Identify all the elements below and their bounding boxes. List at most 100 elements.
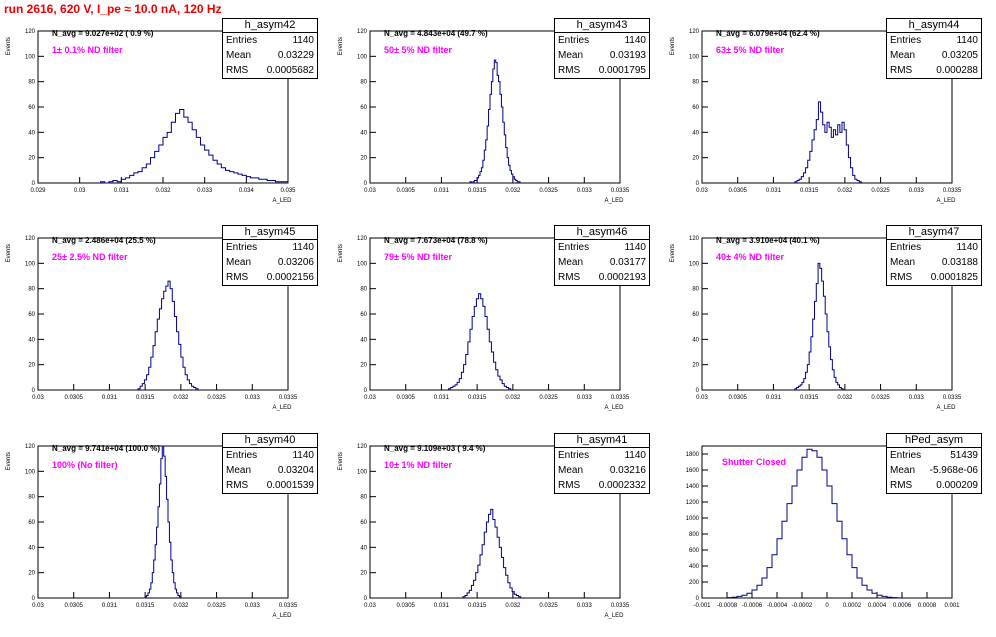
y-tick-label: 20 bbox=[692, 156, 699, 162]
x-tick-label: 0.033 bbox=[577, 395, 593, 401]
histogram-line-h_asym44 bbox=[794, 101, 862, 183]
y-tick-label: 0 bbox=[32, 596, 36, 602]
x-tick-label: 0.0305 bbox=[397, 188, 416, 194]
x-tick-label: 0.0325 bbox=[871, 188, 890, 194]
y-tick-label: 60 bbox=[360, 312, 367, 318]
filter-label: 63± 5% ND filter bbox=[716, 45, 784, 55]
x-tick-label: -0.0004 bbox=[767, 603, 788, 609]
stats-entries: Entries 1140 bbox=[890, 35, 978, 46]
y-axis-label: Events bbox=[670, 37, 676, 55]
y-tick-label: 120 bbox=[25, 29, 36, 35]
x-tick-label: 0.032 bbox=[505, 395, 521, 401]
y-tick-label: 600 bbox=[689, 548, 700, 554]
y-tick-label: 0 bbox=[696, 596, 700, 602]
histogram-line-h_asym41 bbox=[462, 508, 522, 598]
stats-rms: RMS 0.0002156 bbox=[226, 272, 314, 283]
navg-label: N_avg = 3.910e+04 (40.1 %) bbox=[716, 236, 820, 245]
page-title: run 2616, 620 V, I_pe ≈ 10.0 nA, 120 Hz bbox=[4, 2, 222, 16]
histogram-panel-h_asym46: 0 20 40 60 80 100 120 0.03 0.0305 0.031 0.0315 0.03… bbox=[332, 222, 664, 429]
stats-box: h_asym46 Entries 1140 Mean 0.03177 RMS 0.00021… bbox=[554, 225, 650, 286]
x-tick-label: -0.0002 bbox=[792, 603, 813, 609]
stats-title: h_asym42 bbox=[223, 19, 317, 33]
y-tick-label: 40 bbox=[28, 545, 35, 551]
x-tick-label: 0.031 bbox=[434, 395, 450, 401]
stats-mean: Mean 0.03177 bbox=[558, 257, 646, 268]
x-tick-label: 0.0335 bbox=[611, 603, 630, 609]
stats-title: h_asym43 bbox=[555, 19, 649, 33]
stats-box: h_asym43 Entries 1140 Mean 0.03193 RMS 0.00017… bbox=[554, 18, 650, 79]
x-tick-label: 0.0315 bbox=[136, 603, 155, 609]
stats-rms: RMS 0.000288 bbox=[890, 65, 978, 76]
x-tick-label: 0.03 bbox=[32, 603, 44, 609]
y-axis-label: Events bbox=[6, 37, 12, 55]
histogram-line-h_asym45 bbox=[137, 280, 199, 390]
y-tick-label: 60 bbox=[692, 312, 699, 318]
x-tick-label: 0.03 bbox=[74, 188, 86, 194]
stats-box: h_asym42 Entries 1140 Mean 0.03229 RMS 0.00056… bbox=[222, 18, 318, 79]
stats-mean: Mean 0.03206 bbox=[226, 257, 314, 268]
y-tick-label: 400 bbox=[689, 564, 700, 570]
x-tick-label: 0.0325 bbox=[207, 603, 226, 609]
x-tick-label: -0.0006 bbox=[742, 603, 763, 609]
x-tick-label: 0.03 bbox=[696, 395, 708, 401]
stats-entries: Entries 1140 bbox=[558, 450, 646, 461]
histogram-panel-h_asym47: 0 20 40 60 80 100 120 0.03 0.0305 0.031 0.0315 0.03… bbox=[664, 222, 996, 429]
filter-label: Shutter Closed bbox=[722, 457, 787, 467]
y-tick-label: 20 bbox=[360, 156, 367, 162]
y-tick-label: 80 bbox=[28, 80, 35, 86]
y-tick-label: 100 bbox=[25, 469, 36, 475]
stats-box: h_asym41 Entries 1140 Mean 0.03216 RMS 0.00023… bbox=[554, 433, 650, 494]
x-tick-label: 0.0335 bbox=[279, 603, 298, 609]
stats-title: h_asym40 bbox=[223, 434, 317, 448]
y-tick-label: 100 bbox=[357, 261, 368, 267]
x-axis-label: A_LED bbox=[272, 613, 292, 619]
x-tick-label: 0.03 bbox=[364, 188, 376, 194]
x-tick-label: 0.032 bbox=[173, 603, 189, 609]
stats-rms: RMS 0.0002332 bbox=[558, 480, 646, 491]
y-axis-label: Events bbox=[338, 37, 344, 55]
y-tick-label: 60 bbox=[360, 520, 367, 526]
histogram-panel-h_asym41: 0 20 40 60 80 100 120 0.03 0.0305 0.031 0.0315 0.03… bbox=[332, 430, 664, 637]
stats-box: h_asym40 Entries 1140 Mean 0.03204 RMS 0.00015… bbox=[222, 433, 318, 494]
y-tick-label: 120 bbox=[689, 29, 700, 35]
y-axis-label: Events bbox=[6, 244, 12, 262]
y-tick-label: 80 bbox=[692, 80, 699, 86]
x-tick-label: 0.033 bbox=[577, 603, 593, 609]
x-tick-label: 0.032 bbox=[837, 395, 853, 401]
navg-label: N_avg = 2.486e+04 (25.5 %) bbox=[52, 236, 156, 245]
y-tick-label: 100 bbox=[25, 54, 36, 60]
stats-mean: Mean 0.03216 bbox=[558, 465, 646, 476]
x-tick-label: 0.033 bbox=[577, 188, 593, 194]
x-tick-label: 0.032 bbox=[505, 188, 521, 194]
y-tick-label: 60 bbox=[28, 520, 35, 526]
y-tick-label: 0 bbox=[696, 388, 700, 394]
navg-label: N_avg = 7.673e+04 (78.8 %) bbox=[384, 236, 488, 245]
x-tick-label: 0.0325 bbox=[539, 603, 558, 609]
y-tick-label: 120 bbox=[357, 29, 368, 35]
x-tick-label: 0.0315 bbox=[136, 395, 155, 401]
y-tick-label: 80 bbox=[360, 287, 367, 293]
x-tick-label: 0.029 bbox=[30, 188, 46, 194]
x-tick-label: 0.031 bbox=[102, 603, 118, 609]
x-tick-label: 0.033 bbox=[245, 395, 261, 401]
y-tick-label: 40 bbox=[360, 337, 367, 343]
y-tick-label: 0 bbox=[364, 388, 368, 394]
x-axis-label: A_LED bbox=[604, 198, 624, 204]
histogram-panel-h_asym44: 0 20 40 60 80 100 120 0.03 0.0305 0.031 0.0315 0.03… bbox=[664, 15, 996, 222]
filter-label: 50± 5% ND filter bbox=[384, 45, 452, 55]
x-tick-label: 0.033 bbox=[245, 603, 261, 609]
x-tick-label: 0.0335 bbox=[611, 188, 630, 194]
y-tick-label: 1200 bbox=[686, 500, 700, 506]
x-tick-label: 0.0335 bbox=[943, 188, 962, 194]
y-tick-label: 1800 bbox=[686, 452, 700, 458]
x-tick-label: 0.0305 bbox=[397, 603, 416, 609]
y-tick-label: 80 bbox=[28, 495, 35, 501]
x-tick-label: 0.0004 bbox=[868, 603, 887, 609]
y-tick-label: 100 bbox=[689, 54, 700, 60]
y-tick-label: 0 bbox=[364, 596, 368, 602]
histogram-panel-hPed_asym: 0 200 400 600 800 1000 1200 1400 1600 1800 -0.001-… bbox=[664, 430, 996, 637]
x-tick-label: 0.032 bbox=[155, 188, 171, 194]
y-tick-label: 120 bbox=[357, 444, 368, 450]
y-tick-label: 120 bbox=[357, 236, 368, 242]
y-tick-label: 1600 bbox=[686, 468, 700, 474]
